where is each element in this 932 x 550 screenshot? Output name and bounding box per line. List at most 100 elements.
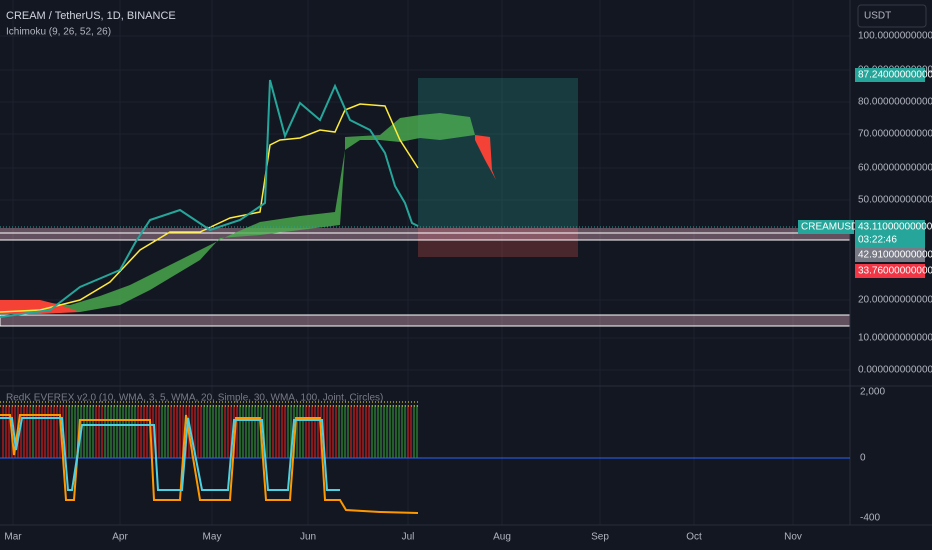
osc-bar: [167, 405, 169, 458]
osc-bar: [89, 405, 91, 458]
osc-bar: [77, 405, 79, 458]
osc-bar: [377, 405, 379, 458]
price-tick-label: 0.0000000000000: [858, 365, 932, 376]
time-tick-label: Mar: [4, 532, 22, 543]
osc-bar: [23, 405, 25, 458]
osc-bar: [236, 405, 238, 458]
osc-bar: [365, 405, 367, 458]
osc-bar: [158, 405, 160, 458]
symbol-title[interactable]: CREAM / TetherUS, 1D, BINANCE: [6, 10, 176, 22]
osc-bar: [296, 405, 298, 458]
osc-bar: [71, 405, 73, 458]
osc-bar: [362, 405, 364, 458]
osc-bar: [413, 405, 415, 458]
osc-fast: [0, 417, 340, 491]
osc-bar: [302, 405, 304, 458]
osc-bar: [221, 405, 223, 458]
price-tick-label: 100.000000000000: [858, 31, 932, 42]
osc-bar: [401, 405, 403, 458]
osc-bar: [59, 405, 61, 458]
osc-bar: [44, 405, 46, 458]
osc-axis-label: -400: [860, 513, 880, 524]
osc-bar: [344, 405, 346, 458]
target-badge: [855, 68, 925, 82]
osc-bar: [173, 405, 175, 458]
osc-bar: [290, 405, 292, 458]
osc-bar: [134, 405, 136, 458]
currency-box[interactable]: [857, 4, 927, 28]
price-label: 43.110000000000: [858, 222, 932, 233]
osc-bar: [311, 405, 313, 458]
osc-bar: [14, 405, 16, 458]
osc-bar: [38, 405, 40, 458]
osc-bar: [191, 405, 193, 458]
osc-bar: [356, 405, 358, 458]
time-tick-label: Aug: [493, 532, 511, 543]
osc-bar: [152, 405, 154, 458]
currency[interactable]: USDT: [864, 11, 891, 22]
osc-bar: [383, 405, 385, 458]
osc-bar: [407, 405, 409, 458]
osc-bar: [281, 405, 283, 458]
price-tick-label: 70.000000000000: [858, 129, 932, 140]
osc-bar: [53, 405, 55, 458]
osc-bar: [227, 405, 229, 458]
osc-bar: [26, 405, 28, 458]
price-line: [0, 79, 419, 318]
osc-bar: [50, 405, 52, 458]
osc-bar: [179, 405, 181, 458]
support-zone: [0, 314, 851, 327]
indicator-title[interactable]: Ichimoku (9, 26, 52, 26): [6, 27, 111, 38]
osc-bar: [380, 405, 382, 458]
osc-bar: [335, 405, 337, 458]
osc-bar: [41, 405, 43, 458]
osc-bar: [164, 405, 166, 458]
osc-bar: [374, 405, 376, 458]
osc-bar: [137, 405, 139, 458]
osc-bar: [29, 405, 31, 458]
osc-bar: [251, 405, 253, 458]
osc-bar: [110, 405, 112, 458]
osc-bar: [95, 405, 97, 458]
osc-bar: [170, 405, 172, 458]
osc-bar: [104, 405, 106, 458]
osc-bar: [272, 405, 274, 458]
osc-bar: [230, 405, 232, 458]
support-zone: [0, 228, 850, 240]
osc-axis-label: 2,000: [860, 387, 885, 398]
osc-bar: [2, 405, 4, 458]
osc-bar: [113, 405, 115, 458]
osc-bar: [275, 405, 277, 458]
osc-bar: [338, 405, 340, 458]
symbol-badge: [798, 220, 854, 234]
oscillator-title[interactable]: RedK EVEREX v2.0 (10, WMA, 3, 5, WMA, 20…: [6, 393, 383, 404]
osc-bar: [146, 405, 148, 458]
osc-bar: [107, 405, 109, 458]
osc-bar: [368, 405, 370, 458]
osc-bar: [86, 405, 88, 458]
osc-bar: [155, 405, 157, 458]
osc-bar: [392, 405, 394, 458]
osc-bar: [8, 405, 10, 458]
osc-bar: [329, 405, 331, 458]
price-tick-label: 10.000000000000: [858, 333, 932, 344]
kijun-line: [0, 103, 419, 313]
osc-bar: [92, 405, 94, 458]
time-tick-label: Nov: [784, 532, 802, 543]
osc-bar: [266, 405, 268, 458]
time-tick-label: Apr: [112, 532, 128, 543]
osc-bar: [200, 405, 202, 458]
ichimoku-cloud: [0, 113, 475, 312]
osc-bar: [314, 405, 316, 458]
osc-axis-label: 0: [860, 453, 866, 464]
osc-bar: [416, 405, 418, 458]
osc-bar: [263, 405, 265, 458]
osc-bar: [125, 405, 127, 458]
price-tick-label: 50.000000000000: [858, 195, 932, 206]
price-tick-label: 80.000000000000: [858, 97, 932, 108]
osc-bar: [287, 405, 289, 458]
osc-bar: [215, 405, 217, 458]
osc-bar: [194, 405, 196, 458]
osc-bar: [269, 405, 271, 458]
oscillator-bars: [2, 405, 418, 458]
